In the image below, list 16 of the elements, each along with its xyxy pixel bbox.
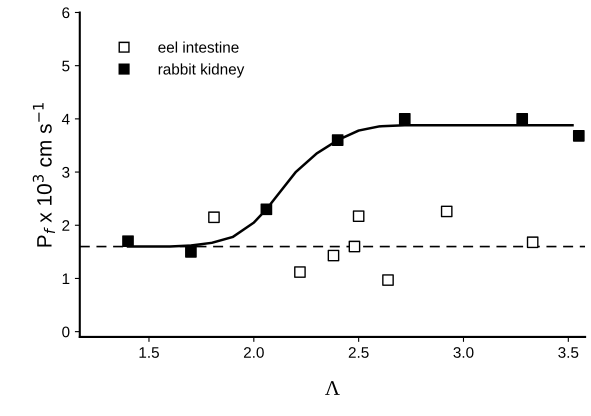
y-tick-label: 5	[62, 60, 70, 72]
y-tick-label: 1	[62, 273, 70, 284]
legend-label: rabbit kidney	[158, 63, 244, 78]
y-tick-label: 0	[62, 326, 70, 338]
y-tick-label: 2	[62, 220, 70, 231]
y-tick-label: 3	[62, 166, 70, 178]
x-axis-title: Λ	[325, 381, 340, 395]
x-tick-label: 3.5	[558, 347, 578, 358]
legend-label: eel intestine	[158, 42, 239, 53]
x-tick-label: 1.5	[140, 347, 159, 358]
y-axis-title: P$_{f}$ x 10$^{3}$ cm s$^{−1}$	[32, 103, 55, 247]
y-tick-label: 4	[62, 114, 70, 124]
x-tick-label: 2.0	[244, 347, 264, 358]
y-tick-label: 6	[62, 7, 70, 18]
x-tick-label: 3.0	[453, 347, 474, 358]
x-tick-label: 2.5	[348, 347, 369, 358]
